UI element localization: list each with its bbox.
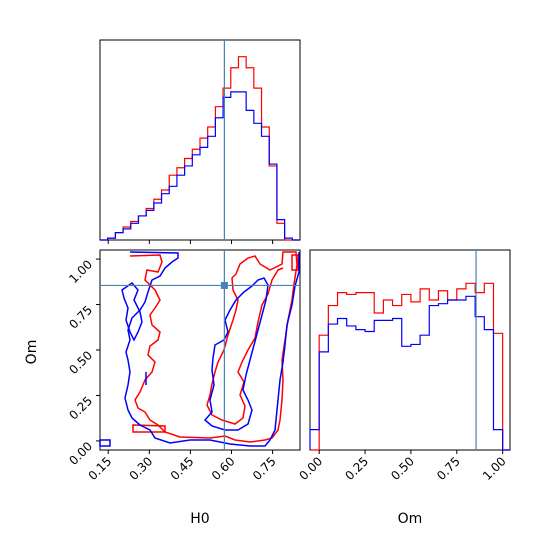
contour-truth-point xyxy=(220,281,228,289)
om-histogram-layer xyxy=(309,282,510,451)
red-contour-inner xyxy=(132,424,166,433)
panel-om-histogram-frame xyxy=(309,249,511,451)
om-hist-x-tick-label: 0.00 xyxy=(297,454,326,483)
contour-x-tick-label: 0.75 xyxy=(250,454,279,483)
h0-histogram-layer xyxy=(100,56,300,241)
blue-contour-inner xyxy=(203,277,269,431)
om-histogram-red-series xyxy=(310,282,510,451)
panel-contour-frame xyxy=(99,249,301,451)
blue-contour-left xyxy=(121,281,143,342)
blue-contour-main xyxy=(124,251,300,447)
contour-y-tick-label: 0.00 xyxy=(66,439,95,468)
om-hist-x-tick-label: 0.25 xyxy=(342,454,371,483)
blue-contour-outer xyxy=(99,439,111,447)
h0-histogram-blue-series xyxy=(100,91,300,241)
contour-x-tick-label: 0.60 xyxy=(209,454,238,483)
contour-y-tick-label: 0.25 xyxy=(66,394,95,423)
contour-y-tick-label: 1.00 xyxy=(66,257,95,286)
contour-y-tick-label: 0.50 xyxy=(66,348,95,377)
red-contour-inner-2 xyxy=(291,254,299,271)
contour-layer xyxy=(99,251,300,447)
truth-markers xyxy=(100,40,477,450)
om-histogram-blue-series xyxy=(309,295,510,451)
contour-x-tick-label: 0.45 xyxy=(168,454,197,483)
om-hist-x-tick-label: 0.50 xyxy=(388,454,417,483)
red-contour-outer xyxy=(129,251,298,443)
contour-y-tick-label: 0.75 xyxy=(66,303,95,332)
panel-h0-histogram-frame xyxy=(99,39,301,241)
x-axis-title-h0: H0 xyxy=(190,511,209,527)
y-axis-title-om: Om xyxy=(24,340,40,365)
contour-x-tick-label: 0.30 xyxy=(127,454,156,483)
axis-ticks: 0.15 0.30 0.45 0.60 0.75 0.00 0.25 0.50 0.75 1.00… xyxy=(66,240,509,483)
om-hist-x-tick-label: 0.75 xyxy=(434,454,463,483)
contour-x-tick-label: 0.15 xyxy=(86,454,115,483)
om-hist-x-tick-label: 1.00 xyxy=(480,454,509,483)
x-axis-title-om: Om xyxy=(398,511,423,527)
